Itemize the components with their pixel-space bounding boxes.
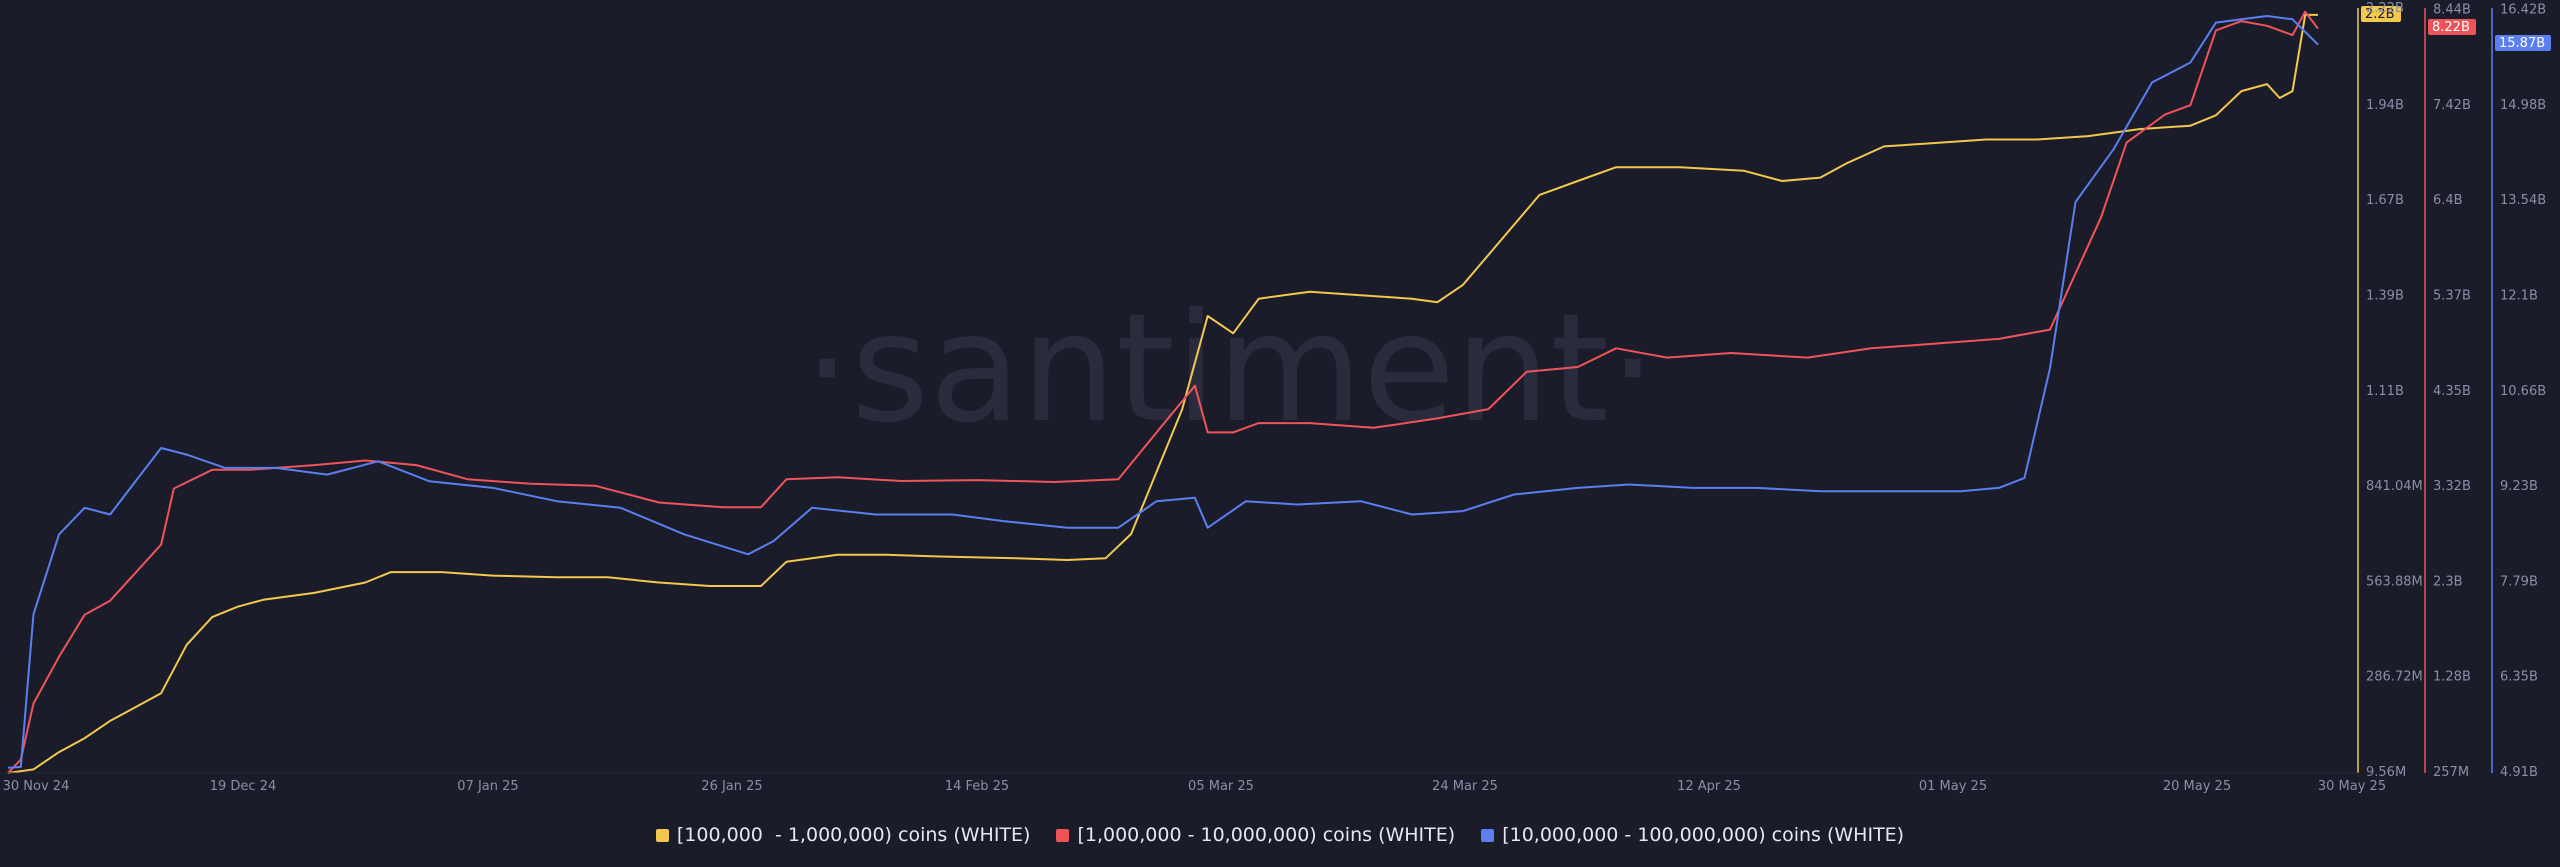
y-tick-label: 1.67B bbox=[2366, 193, 2404, 208]
y-tick-label: 841.04M bbox=[2366, 479, 2423, 494]
legend-item-1m-10m[interactable]: [1,000,000 - 10,000,000) coins (WHITE) bbox=[1056, 824, 1455, 846]
x-tick-label: 14 Feb 25 bbox=[945, 779, 1009, 794]
x-tick-label: 20 May 25 bbox=[2163, 779, 2231, 794]
y-tick-label: 13.54B bbox=[2500, 193, 2546, 208]
x-tick-label: 05 Mar 25 bbox=[1188, 779, 1254, 794]
y-axis-red: 257M 1.28B 2.3B 3.32B 4.35B 5.37B 6.4B 7.42B 8.4… bbox=[2424, 3, 2476, 780]
x-tick-label: 26 Jan 25 bbox=[701, 779, 762, 794]
current-value-badge-blue bbox=[2495, 35, 2551, 51]
x-axis: 30 Nov 24 19 Dec 24 07 Jan 25 26 Jan 25 14 F… bbox=[3, 779, 2386, 794]
x-tick-label: 12 Apr 25 bbox=[1677, 779, 1741, 794]
y-tick-label: 9.56M bbox=[2366, 765, 2406, 780]
x-tick-label: 07 Jan 25 bbox=[457, 779, 518, 794]
legend-swatch-blue bbox=[1481, 828, 1495, 842]
chart-legend: [100,000 - 1,000,000) coins (WHITE) [1,0… bbox=[0, 820, 2560, 850]
y-tick-label: 4.91B bbox=[2500, 765, 2538, 780]
y-axis-yellow: 9.56M 286.72M 563.88M 841.04M 1.11B 1.39B 1.67… bbox=[2357, 1, 2423, 780]
x-tick-label: 19 Dec 24 bbox=[210, 779, 277, 794]
x-tick-label: 30 Nov 24 bbox=[3, 779, 70, 794]
y-tick-label: 16.42B bbox=[2500, 3, 2546, 18]
y-tick-label: 286.72M bbox=[2366, 670, 2423, 685]
current-value-label-yellow: 2.2B bbox=[2365, 7, 2395, 22]
santiment-watermark: ·santiment· bbox=[803, 282, 1656, 456]
x-tick-label: 30 May 25 bbox=[2318, 779, 2386, 794]
y-tick-label: 8.44B bbox=[2433, 3, 2471, 18]
y-tick-label: 1.28B bbox=[2433, 670, 2471, 685]
current-value-badge-yellow bbox=[2361, 6, 2401, 22]
y-tick-label: 14.98B bbox=[2500, 98, 2546, 113]
y-tick-label: 1.39B bbox=[2366, 289, 2404, 304]
y-tick-label: 5.37B bbox=[2433, 289, 2471, 304]
axes-layer: 9.56M 286.72M 563.88M 841.04M 1.11B 1.39B 1.67… bbox=[2357, 1, 2551, 780]
legend-swatch-red bbox=[1056, 828, 1070, 842]
legend-label: [1,000,000 - 10,000,000) coins (WHITE) bbox=[1077, 824, 1456, 846]
x-tick-label: 24 Mar 25 bbox=[1432, 779, 1498, 794]
y-tick-label: 9.23B bbox=[2500, 479, 2538, 494]
y-tick-label: 7.42B bbox=[2433, 98, 2471, 113]
series-line-blue bbox=[7, 15, 2319, 769]
legend-label: [100,000 - 1,000,000) coins (WHITE) bbox=[676, 824, 1031, 846]
y-tick-label: 4.35B bbox=[2433, 384, 2471, 399]
series-line-red bbox=[7, 10, 2319, 774]
y-tick-label: 3.32B bbox=[2433, 479, 2471, 494]
y-axis-blue: 4.91B 6.35B 7.79B 9.23B 10.66B 12.1B 13.54B 14.… bbox=[2491, 3, 2551, 780]
legend-item-10m-100m[interactable]: [10,000,000 - 100,000,000) coins (WHITE) bbox=[1481, 824, 1904, 846]
y-tick-label: 10.66B bbox=[2500, 384, 2546, 399]
y-tick-label: 12.1B bbox=[2500, 289, 2538, 304]
current-value-label-red: 8.22B bbox=[2432, 20, 2470, 35]
y-tick-label: 257M bbox=[2433, 765, 2469, 780]
x-tick-label: 01 May 25 bbox=[1919, 779, 1987, 794]
y-tick-label-top: 2.22B bbox=[2366, 1, 2404, 16]
y-tick-label: 1.11B bbox=[2366, 384, 2404, 399]
legend-label: [10,000,000 - 100,000,000) coins (WHITE) bbox=[1502, 824, 1905, 846]
current-value-label-blue: 15.87B bbox=[2499, 36, 2545, 51]
legend-swatch-yellow bbox=[655, 828, 669, 842]
series-layer bbox=[7, 10, 2319, 774]
y-tick-label: 563.88M bbox=[2366, 574, 2423, 589]
y-tick-label: 7.79B bbox=[2500, 574, 2538, 589]
y-tick-label: 6.35B bbox=[2500, 670, 2538, 685]
y-tick-label: 2.3B bbox=[2433, 574, 2463, 589]
current-value-badge-red bbox=[2428, 19, 2476, 35]
y-tick-label: 1.94B bbox=[2366, 98, 2404, 113]
legend-item-100k-1m[interactable]: [100,000 - 1,000,000) coins (WHITE) bbox=[655, 824, 1031, 846]
y-tick-label: 6.4B bbox=[2433, 193, 2463, 208]
